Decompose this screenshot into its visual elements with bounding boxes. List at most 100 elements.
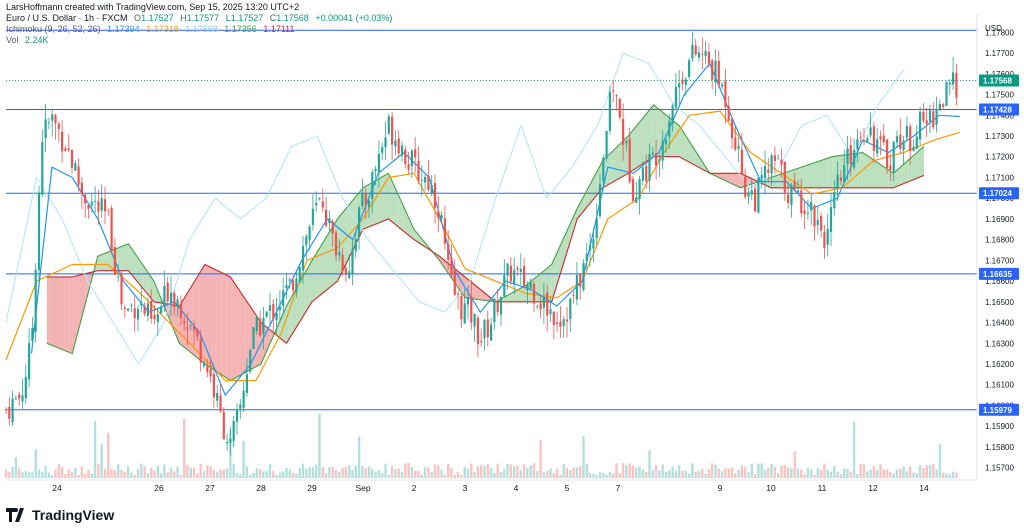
volume-bar	[806, 467, 810, 478]
volume-bar	[14, 457, 18, 478]
candle-body	[34, 269, 37, 332]
candle-body	[876, 139, 879, 154]
horizontal-levels	[6, 29, 977, 411]
cloud-segment	[151, 277, 154, 302]
tradingview-branding[interactable]: TradingView	[6, 505, 114, 525]
volume-bar	[166, 472, 169, 478]
time-tick-label: 29	[307, 483, 317, 493]
cloud-segment	[411, 223, 414, 240]
cloud-segment	[689, 141, 692, 164]
level-tag-label: 1.16635	[983, 270, 1012, 279]
volume-bar	[308, 467, 311, 478]
cloud-segment	[778, 174, 782, 188]
candle-body	[140, 302, 143, 306]
candle-body	[163, 285, 166, 305]
cloud-segment	[401, 201, 404, 232]
volume-bar	[31, 472, 34, 478]
cloud-segment	[225, 274, 228, 379]
cloud-segment	[184, 293, 188, 350]
cloud-segment	[197, 272, 200, 360]
volume-bar	[889, 472, 892, 478]
candle-body	[262, 318, 265, 334]
candle-body	[11, 398, 14, 423]
volume-bar	[780, 465, 783, 478]
cloud-segment	[459, 272, 463, 294]
candle-body	[724, 80, 727, 107]
volume-bar	[704, 473, 707, 478]
candle-body	[803, 210, 806, 214]
volume-bar	[8, 471, 11, 478]
volume-bar	[737, 469, 740, 478]
candle-body	[915, 136, 918, 149]
candle-body	[367, 200, 371, 208]
candle-body	[895, 136, 899, 143]
volume-bar	[813, 474, 816, 478]
volume-bar	[437, 465, 440, 478]
cloud-segment	[238, 288, 241, 377]
candle-body	[242, 390, 245, 408]
candle-body	[882, 135, 885, 143]
level-tag	[979, 103, 1019, 116]
volume-bar	[364, 468, 367, 478]
cloud-segment	[286, 301, 290, 344]
volume-bar	[47, 472, 51, 478]
time-tick-label: 11	[818, 483, 827, 493]
candle-body	[846, 148, 849, 164]
cloud-segment	[735, 173, 738, 187]
volume-bar	[186, 464, 189, 478]
candle-body	[417, 160, 420, 181]
price-tick-label: 1.15800	[985, 443, 1014, 452]
volume-bar	[249, 474, 252, 478]
volume-bar	[239, 473, 242, 478]
cloud-segment	[544, 268, 547, 302]
candle-body	[130, 305, 133, 306]
price-tick-label: 1.16700	[985, 256, 1014, 265]
candle-body	[31, 327, 34, 341]
volume-bar	[397, 468, 400, 478]
candle-body	[84, 194, 87, 204]
time-tick-label: 28	[256, 483, 266, 493]
cloud-segment	[508, 293, 511, 302]
candle-body	[87, 204, 90, 209]
volume-bar	[384, 463, 387, 478]
cloud-segment	[653, 104, 657, 157]
price-axis[interactable]: USD1.178001.177001.176001.175001.174001.…	[976, 14, 1019, 480]
cloud-segment	[822, 159, 825, 188]
volume-bar	[183, 418, 186, 478]
cloud-segment	[607, 153, 611, 185]
time-axis[interactable]: 24 26 27 28 29 Sep 2 3 4 5 7 9 10 11 12 14	[6, 479, 977, 493]
volume-bar	[951, 471, 955, 478]
volume-bar	[486, 464, 489, 478]
price-tick-label: 1.15900	[985, 422, 1014, 431]
candle-body	[585, 253, 588, 261]
volume-legend[interactable]: Vol 2.24K	[6, 35, 53, 46]
volume-bar	[882, 469, 885, 478]
cloud-segment	[79, 274, 83, 325]
volume-bar	[150, 467, 153, 478]
volume-bar	[291, 473, 295, 478]
cloud-segment	[536, 274, 539, 302]
volume-bar	[816, 468, 819, 478]
volume-bar	[361, 465, 364, 478]
volume-bar	[819, 469, 823, 478]
symbol-legend[interactable]: Euro / U.S. Dollar · 1h · FXCM O1.17527 …	[6, 13, 396, 24]
cloud-segment	[299, 278, 302, 323]
cloud-segment	[396, 190, 399, 228]
candle-body	[453, 270, 456, 295]
volume-bar	[57, 464, 60, 478]
candle-body	[549, 309, 552, 314]
candle-body	[8, 406, 11, 419]
volume-bar	[734, 473, 737, 478]
ichimoku-legend[interactable]: Ichimoku (9, 26, 52, 26) 1.17394 1.17318…	[6, 24, 299, 35]
volume-bar	[674, 470, 678, 478]
tradingview-logo-icon	[6, 508, 24, 522]
cloud-segment	[217, 270, 221, 374]
candle-body	[28, 343, 31, 380]
volume-bar	[621, 463, 625, 478]
volume-bar	[631, 465, 635, 478]
candle-body	[377, 153, 380, 173]
candle-body	[123, 307, 126, 310]
candle-body	[364, 193, 367, 205]
cloud-segment	[901, 164, 904, 185]
